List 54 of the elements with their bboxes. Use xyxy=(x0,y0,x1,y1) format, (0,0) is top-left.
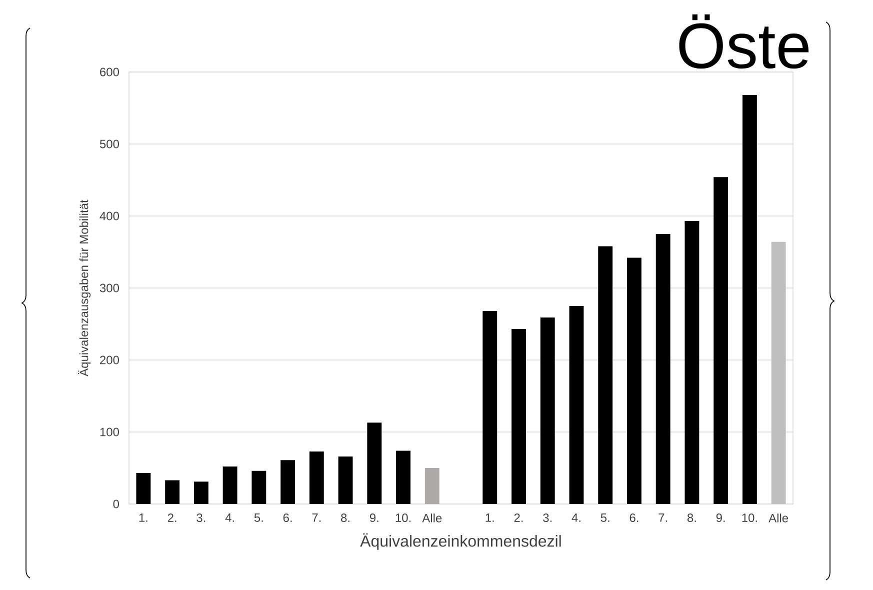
bar xyxy=(627,258,642,504)
bar xyxy=(338,456,353,504)
y-tick-label: 300 xyxy=(100,284,120,292)
bar xyxy=(512,329,526,504)
bar xyxy=(165,480,180,504)
bar xyxy=(540,318,555,504)
x-tick-label: 9. xyxy=(370,514,378,522)
x-tick-label: 4. xyxy=(225,514,234,522)
bar xyxy=(598,246,613,504)
bar xyxy=(136,473,151,504)
bar xyxy=(252,470,266,504)
bar xyxy=(714,177,728,504)
y-tick-label: 600 xyxy=(100,68,120,76)
x-axis-title: Äquivalenzeinkommensdezil xyxy=(360,533,561,550)
y-axis-title: Äquivalenzausgaben für Mobilität xyxy=(78,200,91,376)
y-tick-label: 500 xyxy=(100,140,120,148)
bar xyxy=(222,466,238,504)
bar xyxy=(396,450,410,504)
x-tick-label: 5. xyxy=(254,514,263,522)
x-tick-label: Alle xyxy=(768,514,788,522)
x-tick-label: 4. xyxy=(572,514,580,522)
bar xyxy=(309,451,324,504)
x-tick-label: 5. xyxy=(600,514,610,522)
bar xyxy=(424,468,440,504)
x-tick-label: 7. xyxy=(312,514,321,522)
bar xyxy=(656,234,670,504)
x-tick-label: 1. xyxy=(486,514,494,522)
x-tick-label: 9. xyxy=(716,514,725,522)
x-tick-label: 8. xyxy=(341,514,350,522)
bar xyxy=(569,306,584,504)
y-tick-label: 100 xyxy=(100,428,120,436)
bar xyxy=(771,242,786,504)
x-tick-label: 2. xyxy=(514,514,523,522)
x-tick-label: 3. xyxy=(196,514,206,522)
bar xyxy=(194,482,208,504)
y-tick-label: 400 xyxy=(100,212,120,220)
x-tick-label: 7. xyxy=(658,514,667,522)
x-tick-label: 3. xyxy=(543,514,552,522)
bar xyxy=(482,311,498,504)
x-tick-label: 10. xyxy=(742,514,757,522)
x-tick-label: 6. xyxy=(283,514,292,522)
bar xyxy=(742,95,757,504)
x-tick-label: 6. xyxy=(630,514,638,522)
x-tick-label: Alle xyxy=(422,514,442,522)
x-tick-label: 8. xyxy=(687,514,696,522)
bar xyxy=(280,460,296,504)
x-tick-label: 2. xyxy=(168,514,176,522)
text: Öste xyxy=(679,14,809,69)
x-tick-label: 1. xyxy=(139,514,148,522)
y-tick-label: 0 xyxy=(113,500,120,508)
y-tick-label: 200 xyxy=(100,356,120,364)
bar xyxy=(367,422,382,504)
x-tick-label: 10. xyxy=(396,514,411,522)
bar xyxy=(684,221,700,504)
